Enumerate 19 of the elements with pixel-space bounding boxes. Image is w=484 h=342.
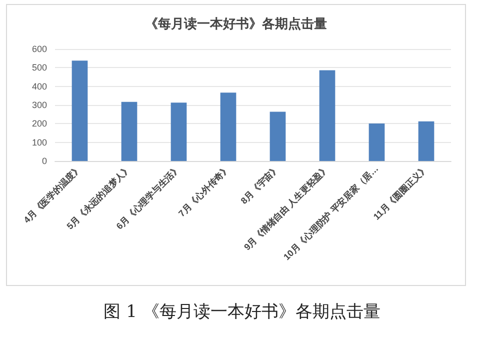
y-tick-label: 0: [42, 156, 47, 166]
y-tick-label: 600: [32, 44, 47, 54]
bar: [319, 70, 336, 161]
y-tick-label: 400: [32, 81, 47, 92]
y-tick-label: 500: [32, 62, 47, 73]
bar: [270, 112, 286, 161]
y-tick-label: 200: [32, 118, 47, 129]
bar: [220, 92, 236, 161]
x-tick-label: 8月《宇宙》: [238, 163, 282, 206]
y-tick-label: 300: [32, 100, 47, 110]
x-tick-label: 7月《心外传奇》: [176, 163, 232, 219]
y-tick-label: 100: [32, 137, 47, 148]
bar: [170, 102, 187, 161]
bar: [121, 102, 138, 161]
bar: [368, 123, 385, 161]
bar: [72, 60, 88, 161]
caption: 图 1 《每月读一本好书》各期点击量: [102, 301, 382, 323]
bar: [418, 121, 434, 161]
chart-title: 《每月读一本好书》各期点击量: [145, 16, 327, 32]
